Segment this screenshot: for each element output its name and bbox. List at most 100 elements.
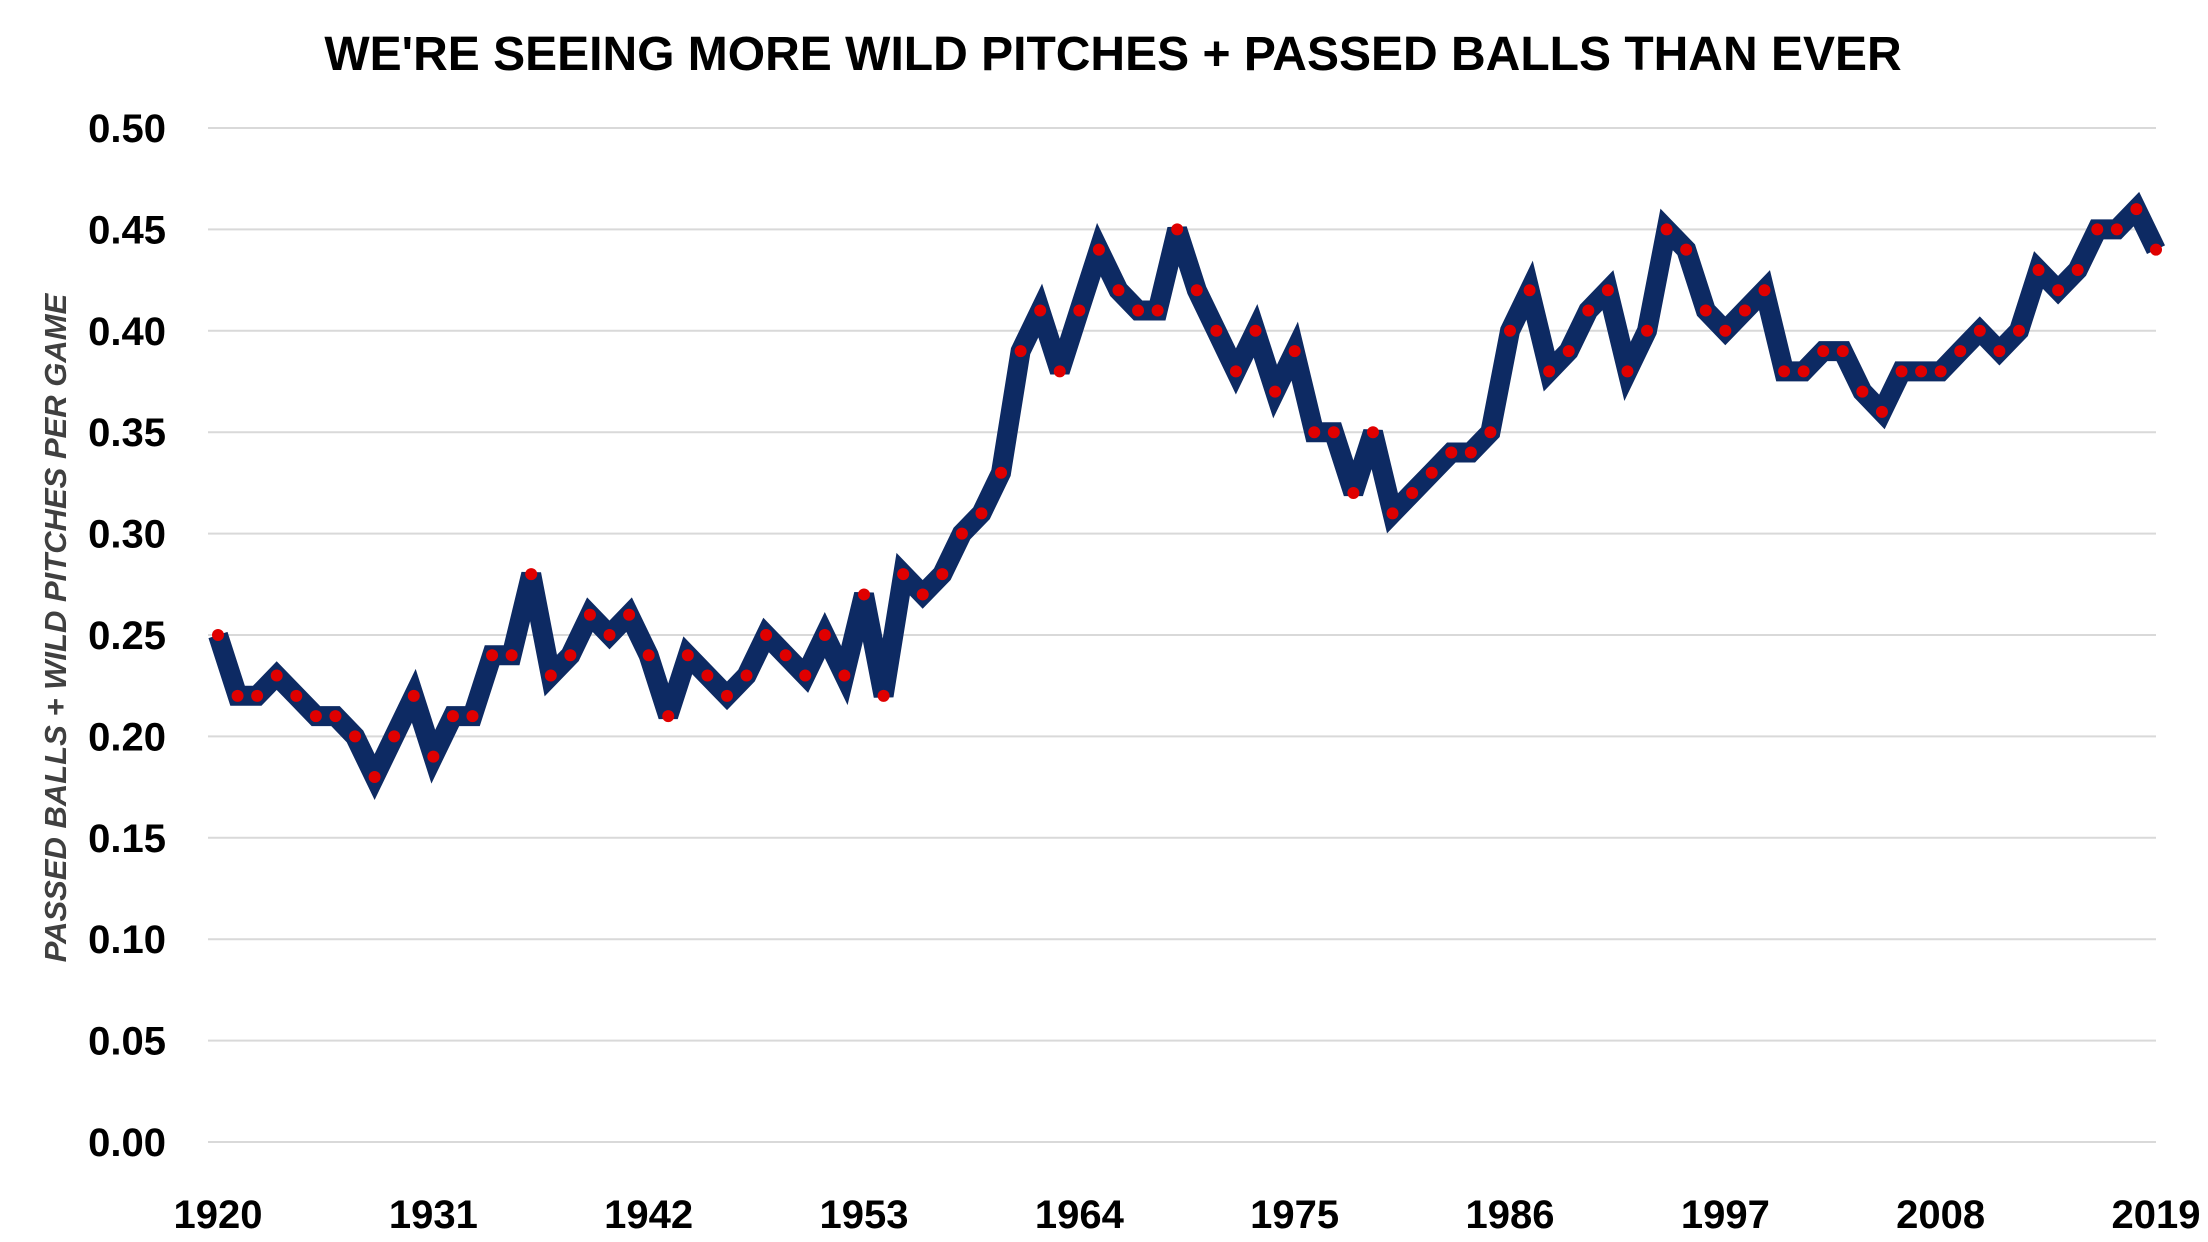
- y-axis-ticks: 0.00 0.05 0.10 0.15 0.20 0.25 0.30 0.35 0.40 0.45…: [88, 107, 166, 1165]
- data-point: [1073, 304, 1086, 317]
- series-line: [208, 191, 2166, 801]
- data-point: [1660, 223, 1673, 236]
- data-point: [975, 507, 988, 520]
- data-point: [231, 689, 244, 702]
- data-point: [1719, 324, 1732, 337]
- data-point: [329, 710, 342, 723]
- chart-title: WE'RE SEEING MORE WILD PITCHES + PASSED …: [324, 28, 1901, 81]
- data-point: [701, 669, 714, 682]
- data-point: [212, 629, 224, 641]
- data-point: [1934, 365, 1947, 378]
- data-point: [1484, 426, 1497, 439]
- data-point: [1327, 426, 1340, 439]
- data-point: [1641, 324, 1654, 337]
- data-point: [936, 568, 949, 581]
- data-point: [760, 629, 773, 641]
- data-point: [544, 669, 557, 682]
- data-point: [309, 710, 322, 723]
- data-point: [2150, 243, 2162, 256]
- data-point: [1856, 385, 1869, 398]
- data-point: [270, 669, 283, 682]
- data-point: [1347, 487, 1360, 500]
- data-point: [1895, 365, 1908, 378]
- y-axis-label: PASSED BALLS + WILD PITCHES PER GAME: [38, 292, 73, 962]
- x-tick-label: 1953: [820, 1193, 909, 1237]
- data-point: [720, 689, 733, 702]
- x-tick-label: 1986: [1466, 1193, 1555, 1237]
- data-point: [1425, 466, 1438, 479]
- data-point: [1308, 426, 1321, 439]
- data-point: [1954, 345, 1967, 358]
- y-tick-label: 0.35: [88, 411, 166, 455]
- data-point: [349, 730, 362, 743]
- data-point: [1288, 345, 1301, 358]
- data-point: [1562, 345, 1575, 358]
- data-point: [1269, 385, 1282, 398]
- data-point: [740, 669, 753, 682]
- data-point: [1014, 345, 1027, 358]
- data-point: [642, 649, 655, 662]
- data-point: [995, 466, 1008, 479]
- data-point: [1543, 365, 1556, 378]
- data-point: [2052, 284, 2065, 297]
- data-point: [955, 527, 968, 540]
- data-point: [290, 689, 303, 702]
- data-point: [1699, 304, 1712, 317]
- data-point: [368, 770, 381, 783]
- data-point: [407, 689, 420, 702]
- data-point: [1504, 324, 1516, 337]
- data-point: [818, 629, 831, 641]
- data-point: [525, 568, 538, 581]
- data-point: [446, 710, 459, 723]
- data-point: [2091, 223, 2104, 236]
- gridlines: [208, 127, 2156, 1143]
- data-point: [2032, 263, 2045, 276]
- y-tick-label: 0.05: [88, 1020, 166, 1064]
- data-point: [1386, 507, 1399, 520]
- data-point: [2012, 324, 2025, 337]
- y-tick-label: 0.20: [88, 715, 166, 759]
- x-tick-label: 1975: [1250, 1193, 1339, 1237]
- y-tick-label: 0.40: [88, 310, 166, 354]
- data-point: [2130, 203, 2143, 216]
- data-point: [1680, 243, 1693, 256]
- data-point: [1171, 223, 1184, 236]
- y-tick-label: 0.15: [88, 817, 166, 861]
- data-point: [1151, 304, 1164, 317]
- data-point: [427, 750, 440, 763]
- data-point: [1621, 365, 1634, 378]
- data-point: [897, 568, 910, 581]
- data-point: [1582, 304, 1595, 317]
- data-point: [1817, 345, 1830, 358]
- y-tick-label: 0.45: [88, 208, 166, 252]
- data-point: [858, 588, 870, 601]
- y-tick-label: 0.25: [88, 614, 166, 658]
- data-point: [1406, 487, 1419, 500]
- data-point: [1249, 324, 1262, 337]
- data-point: [1210, 324, 1223, 337]
- x-tick-label: 2008: [1896, 1193, 1985, 1237]
- x-tick-label: 2019: [2112, 1193, 2201, 1237]
- x-tick-label: 1931: [389, 1193, 478, 1237]
- data-point: [1915, 365, 1928, 378]
- data-point: [603, 629, 616, 641]
- data-point: [505, 649, 518, 662]
- data-point: [1523, 284, 1536, 297]
- data-point: [1993, 345, 2006, 358]
- x-tick-label: 1964: [1035, 1193, 1125, 1237]
- x-tick-label: 1942: [604, 1193, 693, 1237]
- data-point: [486, 649, 499, 662]
- data-point: [1601, 284, 1614, 297]
- y-tick-label: 0.50: [88, 107, 166, 151]
- data-point: [583, 608, 596, 621]
- data-point: [388, 730, 401, 743]
- data-point: [681, 649, 694, 662]
- data-point: [623, 608, 636, 621]
- x-tick-label: 1920: [174, 1193, 263, 1237]
- data-point: [1366, 426, 1379, 439]
- data-point: [779, 649, 792, 662]
- data-point: [1758, 284, 1771, 297]
- data-point: [1034, 304, 1047, 317]
